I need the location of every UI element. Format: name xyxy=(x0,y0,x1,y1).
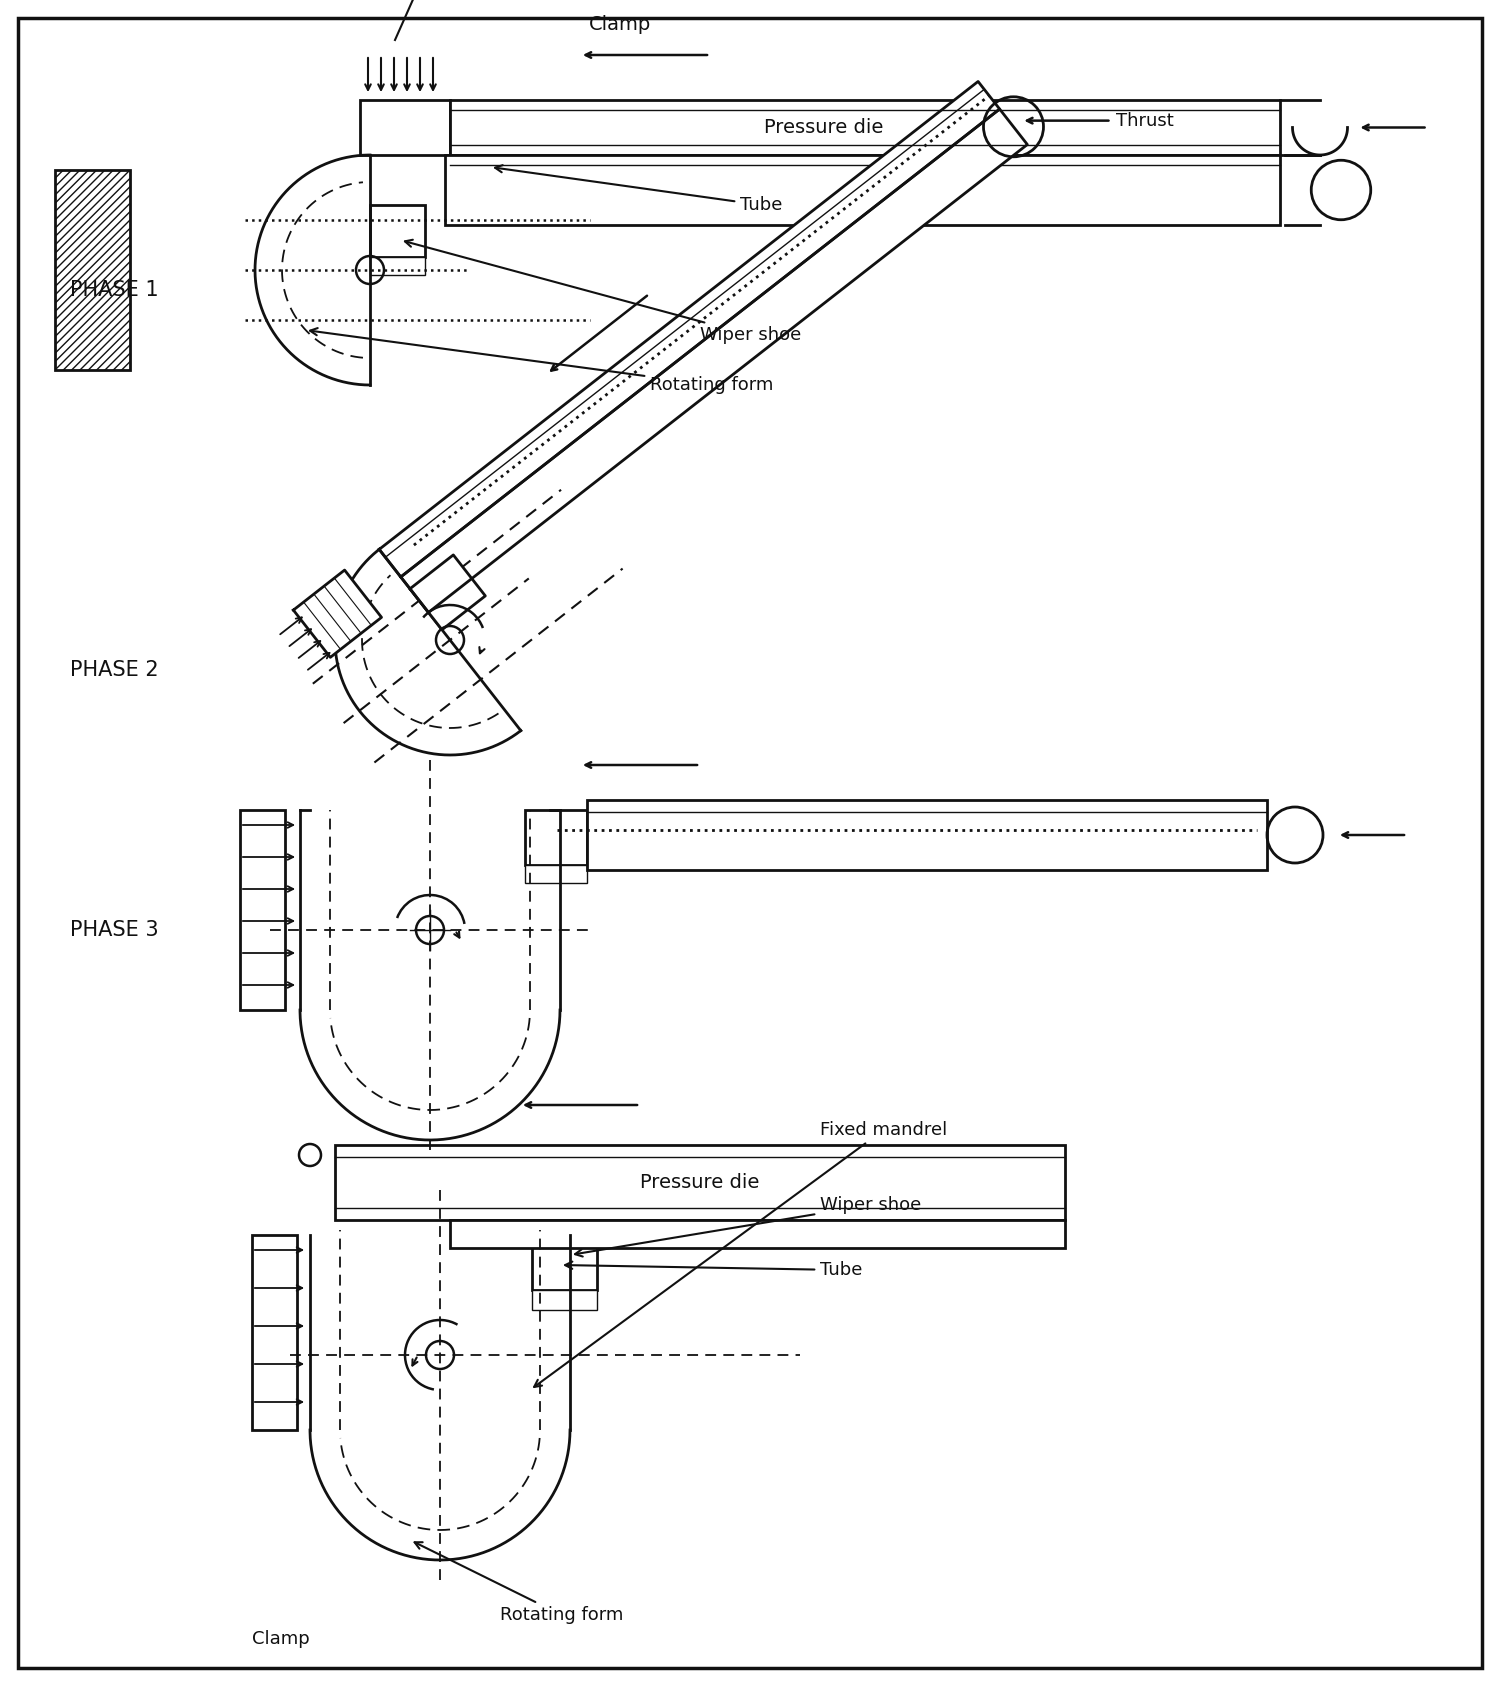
Text: Thrust: Thrust xyxy=(1116,111,1174,130)
Bar xyxy=(240,809,285,1010)
Bar xyxy=(252,1236,297,1430)
Text: Pressure die: Pressure die xyxy=(764,118,884,137)
Bar xyxy=(370,206,424,256)
Polygon shape xyxy=(400,110,1028,612)
Bar xyxy=(586,799,1268,870)
Text: PHASE 2: PHASE 2 xyxy=(70,659,159,679)
Text: Tube: Tube xyxy=(495,165,783,214)
Text: Clamp: Clamp xyxy=(252,1630,310,1647)
Text: Pressure die: Pressure die xyxy=(640,1173,759,1192)
Bar xyxy=(450,99,1280,155)
Polygon shape xyxy=(294,570,381,658)
Bar xyxy=(450,1221,1065,1248)
Text: Wiper shoe: Wiper shoe xyxy=(405,239,801,344)
Text: Rotating form: Rotating form xyxy=(310,329,774,395)
Bar xyxy=(532,1290,597,1310)
Text: Fixed mandrel: Fixed mandrel xyxy=(534,1121,948,1388)
Polygon shape xyxy=(410,555,486,631)
Bar xyxy=(446,155,1280,224)
Bar xyxy=(525,809,586,865)
Text: Rotating form: Rotating form xyxy=(414,1543,624,1624)
Text: PHASE 1: PHASE 1 xyxy=(70,280,159,300)
Bar xyxy=(56,170,130,369)
Bar xyxy=(370,256,424,275)
Text: Clamp: Clamp xyxy=(590,15,651,34)
Bar xyxy=(525,865,586,883)
Bar xyxy=(334,1145,1065,1221)
Polygon shape xyxy=(380,81,999,577)
Bar xyxy=(360,99,450,155)
Text: Wiper shoe: Wiper shoe xyxy=(574,1195,921,1256)
Text: Tube: Tube xyxy=(566,1261,862,1280)
Bar xyxy=(532,1236,597,1290)
Text: PHASE 3: PHASE 3 xyxy=(70,921,159,941)
